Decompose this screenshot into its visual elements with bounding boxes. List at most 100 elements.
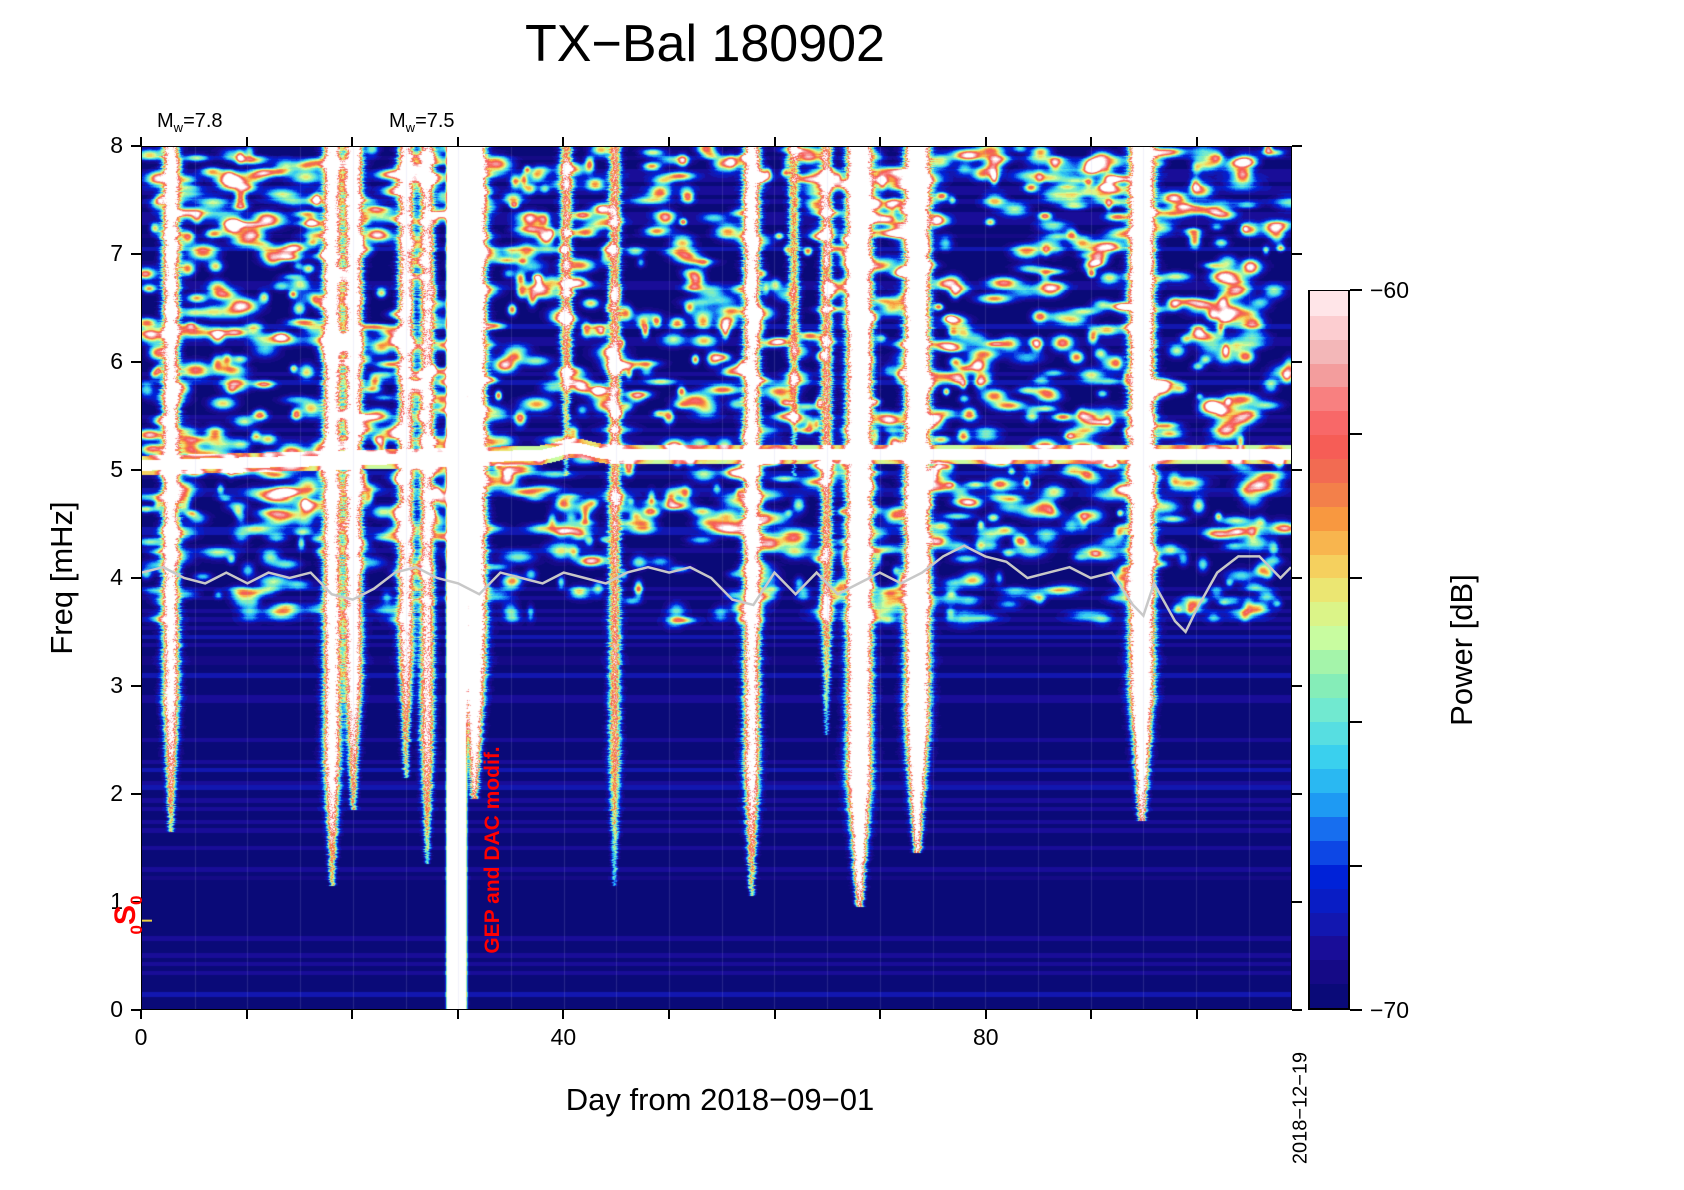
colorbar-level: [1310, 290, 1348, 316]
colorbar-tick: [1350, 1009, 1362, 1011]
colorbar-level: [1310, 648, 1348, 674]
colorbar: [1308, 290, 1350, 1010]
y-tick-right: [1292, 793, 1302, 795]
colorbar-level: [1310, 386, 1348, 412]
colorbar-level: [1310, 409, 1348, 436]
colorbar-level: [1310, 720, 1348, 746]
colorbar-level: [1310, 529, 1348, 555]
x-tick: [140, 1010, 142, 1019]
x-tick-top: [140, 137, 142, 146]
y-tick-right: [1292, 685, 1302, 687]
x-tick: [245, 1010, 248, 1019]
colorbar-level: [1310, 338, 1348, 364]
colorbar-level: [1310, 911, 1348, 937]
x-tick-top: [456, 137, 459, 146]
gray-reference-curve: [142, 544, 1291, 635]
x-tick: [351, 1010, 354, 1019]
colorbar-level: [1310, 600, 1348, 627]
y-tick-right: [1292, 145, 1302, 147]
colorbar-level: [1310, 433, 1348, 460]
x-tick: [773, 1010, 776, 1019]
colorbar-level: [1310, 958, 1348, 985]
colorbar-level: [1310, 696, 1348, 722]
colorbar-level: [1310, 744, 1348, 770]
y-tick-label: 7: [110, 240, 123, 266]
mode-main: S: [109, 904, 142, 926]
y-tick-right: [1292, 469, 1302, 471]
colorbar-label: Power [dB]: [1444, 574, 1479, 726]
colorbar-tick: [1350, 289, 1362, 291]
x-tick: [1195, 1010, 1198, 1019]
colorbar-level: [1310, 624, 1348, 650]
colorbar-level: [1310, 672, 1348, 698]
y-tick: [131, 901, 141, 903]
colorbar-level: [1310, 553, 1348, 579]
x-tick: [984, 1010, 987, 1019]
mw-prefix: M: [157, 110, 174, 132]
mw-value: =7.8: [183, 110, 223, 132]
y-tick: [131, 145, 141, 147]
y-tick-label: 8: [110, 132, 123, 158]
colorbar-min-label: −70: [1370, 997, 1410, 1023]
x-axis-label: Day from 2018−09−01: [565, 1082, 875, 1117]
y-tick-right: [1292, 253, 1302, 255]
colorbar-level: [1310, 815, 1348, 841]
x-tick: [1090, 1010, 1093, 1019]
mw-value: =7.5: [415, 110, 455, 132]
x-tick: [562, 1010, 565, 1019]
x-tick-top: [1195, 137, 1198, 146]
y-tick-label: 6: [110, 348, 123, 374]
earthquake-label-2: Mw=7.5: [389, 110, 455, 135]
instrument-note: GEP and DAC modif.: [481, 746, 504, 954]
y-tick-right: [1292, 577, 1302, 579]
x-tick-top: [1090, 137, 1093, 146]
colorbar-tick: [1350, 577, 1362, 579]
y-tick: [131, 361, 141, 363]
end-date-label: 2018−12−19: [1289, 1051, 1312, 1165]
colorbar-level: [1310, 576, 1348, 603]
x-tick: [456, 1010, 459, 1019]
colorbar-tick: [1350, 721, 1362, 723]
y-tick-right: [1292, 1009, 1302, 1011]
mode-sub: 0: [127, 895, 146, 905]
y-tick: [131, 577, 141, 579]
x-tick-label: 40: [550, 1024, 577, 1050]
y-tick-right: [1292, 901, 1302, 903]
colorbar-level: [1310, 982, 1348, 1008]
y-tick-label: 1: [110, 888, 123, 914]
y-tick-label: 4: [110, 564, 123, 590]
y-tick-label: 2: [110, 780, 123, 806]
y-tick-label: 3: [110, 672, 123, 698]
y-tick: [131, 685, 141, 687]
colorbar-level: [1310, 457, 1348, 483]
mw-sub: w: [405, 120, 416, 135]
overlay-layer: [142, 544, 1291, 922]
colorbar-level: [1310, 887, 1348, 913]
mw-sub: w: [173, 120, 184, 135]
x-tick-top: [984, 137, 987, 146]
colorbar-level: [1310, 314, 1348, 340]
spectrogram-plot-area: [141, 146, 1292, 1010]
y-axis-label: Freq [mHz]: [44, 501, 79, 655]
y-tick: [131, 793, 141, 795]
colorbar-level: [1310, 934, 1348, 961]
mode-pre: 0: [127, 925, 146, 935]
colorbar-tick: [1350, 433, 1362, 435]
chart-title: TX−Bal 180902: [525, 15, 885, 73]
colorbar-max-label: −60: [1370, 277, 1410, 303]
mw-prefix: M: [389, 110, 406, 132]
x-tick-top: [351, 137, 354, 146]
x-tick: [879, 1010, 882, 1019]
earthquake-label-1: Mw=7.8: [157, 110, 223, 135]
y-tick: [131, 1009, 141, 1011]
mode-label-0S0: 0S0: [109, 896, 147, 935]
y-tick-label: 5: [110, 456, 123, 482]
colorbar-level: [1310, 791, 1348, 818]
x-tick-label: 80: [972, 1024, 999, 1050]
x-tick-top: [245, 137, 248, 146]
colorbar-level: [1310, 481, 1348, 507]
colorbar-level: [1310, 767, 1348, 794]
x-tick: [667, 1010, 670, 1019]
x-tick-top: [667, 137, 670, 146]
x-tick-top: [562, 137, 565, 146]
